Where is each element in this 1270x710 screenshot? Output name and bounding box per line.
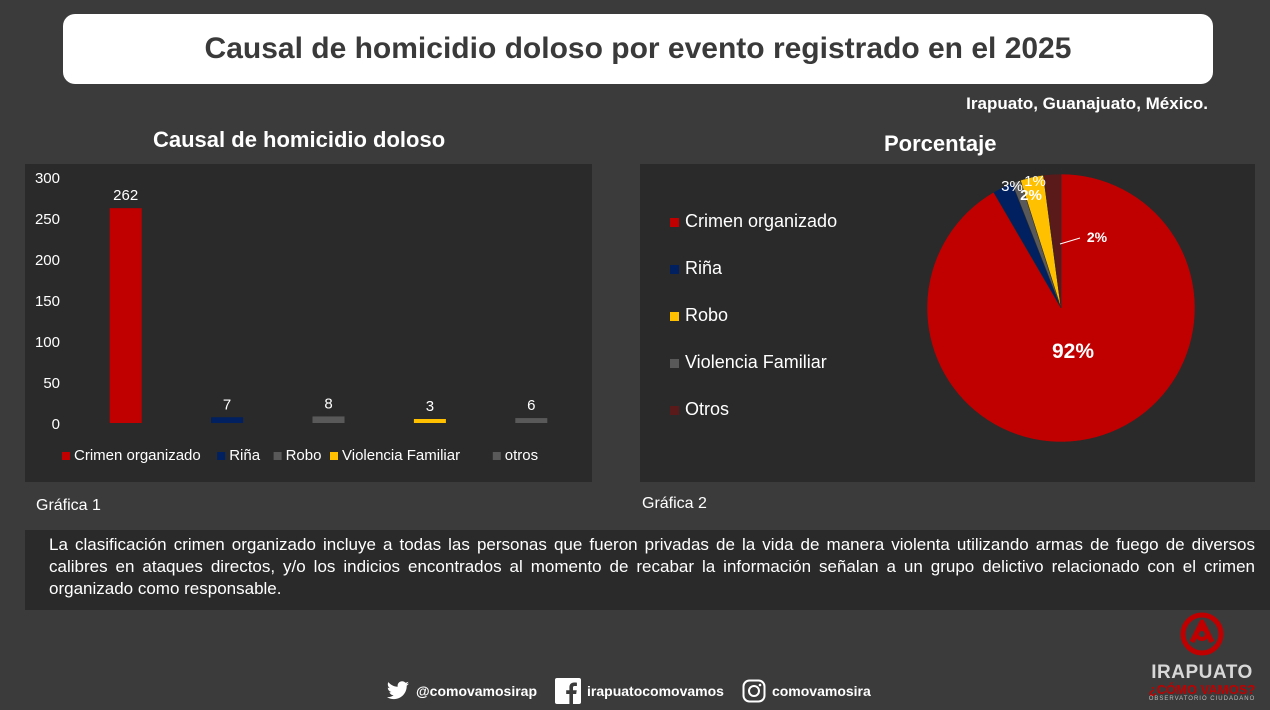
legend-swatch (670, 359, 679, 368)
pie-chart-panel: 92% 3% 2% 1% 2% Crimen organizado Riña Robo Viol… (640, 164, 1255, 482)
legend-label: Crimen organizado (685, 211, 837, 231)
legend-label: Otros (685, 399, 729, 419)
bar-chart-panel: 0 50 100 150 200 250 300 262 7 8 3 6 Crimen organiza… (25, 164, 592, 482)
bar-riña (211, 417, 244, 423)
y-tick-label: 50 (43, 375, 60, 392)
logo-line3: OBSERVATORIO CIUDADANO (1148, 696, 1256, 702)
instagram-link[interactable]: comovamosira (742, 679, 871, 703)
pie-chart-caption: Gráfica 2 (642, 495, 707, 512)
bar-value-label: 262 (113, 187, 138, 204)
legend-swatch (62, 452, 70, 460)
footer-social: @comovamosirap irapuatocomovamos comovam… (386, 678, 889, 704)
y-tick-label: 0 (52, 416, 60, 433)
legend-label: Robo (286, 447, 322, 464)
legend-swatch (670, 406, 679, 415)
pie-slice-otros (1043, 173, 1062, 309)
bar-chart: 0 50 100 150 200 250 300 262 7 8 3 6 Crimen organiza… (35, 170, 548, 464)
twitter-handle: @comovamosirap (416, 683, 538, 699)
pie-value-label: 2% (1087, 229, 1108, 245)
legend-swatch (217, 452, 226, 460)
bar-otros (515, 418, 548, 423)
legend-label: Violencia Familiar (342, 447, 460, 464)
legend-swatch (492, 452, 501, 460)
logo-line1: IRAPUATO (1151, 662, 1253, 683)
bar-value-label: 7 (223, 396, 231, 413)
twitter-icon (387, 681, 409, 700)
pie-chart-title: Porcentaje (884, 131, 997, 156)
pie-value-label: 92% (1052, 340, 1094, 363)
instagram-handle: comovamosira (771, 683, 871, 699)
location-label: Irapuato, Guanajuato, México. (966, 94, 1208, 113)
pie-chart: 92%3%2%1%2%Crimen organizadoRiñaRoboViol… (670, 173, 1196, 443)
facebook-handle: irapuatocomovamos (587, 683, 724, 699)
legend-swatch (670, 265, 679, 274)
legend-label: Riña (229, 447, 261, 464)
legend-label: Violencia Familiar (685, 352, 827, 372)
bar-value-label: 6 (527, 397, 535, 414)
legend-label: Robo (685, 305, 728, 325)
bar-robo (312, 416, 345, 423)
bar-chart-title: Causal de homicidio doloso (153, 127, 446, 152)
y-tick-label: 300 (35, 170, 60, 187)
pie-value-label: 3% (1001, 178, 1023, 195)
bar-crimen-organizado (109, 208, 142, 423)
legend-label: otros (505, 447, 538, 464)
leader-line (1059, 237, 1081, 245)
pie-value-label: 2% (1020, 187, 1042, 204)
bar-chart-caption: Gráfica 1 (36, 497, 101, 514)
twitter-link[interactable]: @comovamosirap (386, 681, 537, 701)
y-tick-label: 100 (35, 334, 60, 351)
legend-swatch (670, 218, 679, 227)
observatory-logo: IRAPUATO ¿CÓMO VAMOS? OBSERVATORIO CIUDA… (1138, 612, 1266, 704)
y-tick-label: 150 (35, 293, 60, 310)
legend-swatch (273, 452, 282, 460)
pie-value-label: 1% (1024, 173, 1046, 190)
legend-swatch (670, 312, 679, 321)
legend-swatch (330, 452, 338, 460)
y-tick-label: 250 (35, 211, 60, 228)
bar-value-label: 8 (324, 395, 332, 412)
facebook-icon (555, 678, 582, 704)
facebook-link[interactable]: irapuatocomovamos (555, 678, 724, 704)
legend-label: Crimen organizado (74, 447, 201, 464)
title-box: Causal de homicidio doloso por evento re… (63, 14, 1213, 84)
y-tick-label: 200 (35, 252, 60, 269)
explanatory-note: La clasificación crimen organizado inclu… (25, 530, 1270, 610)
page-title: Causal de homicidio doloso por evento re… (204, 32, 1072, 65)
legend-label: Riña (685, 258, 723, 278)
bar-violencia-familiar (413, 419, 446, 423)
logo-line2: ¿CÓMO VAMOS? (1148, 682, 1256, 697)
bar-value-label: 3 (426, 398, 434, 415)
logo-mark-icon (1180, 612, 1224, 656)
instagram-icon (742, 679, 766, 703)
